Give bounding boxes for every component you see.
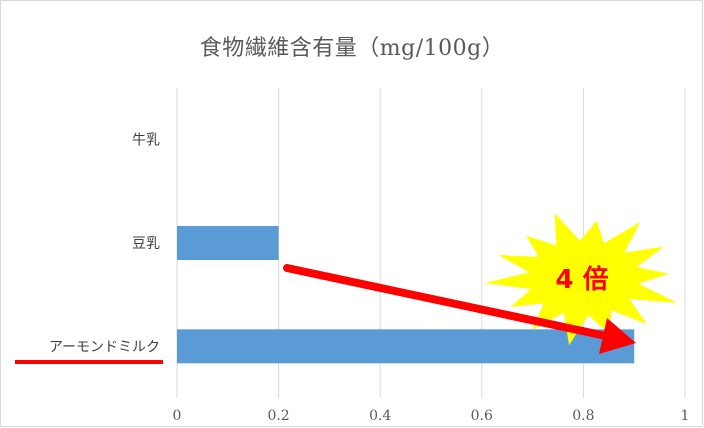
- x-tick-label: 1: [681, 408, 690, 424]
- category-label: 牛乳: [132, 133, 160, 149]
- x-tick-label: 0.8: [572, 408, 594, 424]
- bar: [177, 329, 635, 364]
- x-tick-label: 0.6: [471, 408, 493, 424]
- category-label: 豆乳: [132, 236, 160, 252]
- chart-title: 食物繊維含有量（mg/100g）: [199, 36, 505, 61]
- category-label: アーモンドミルク: [49, 339, 160, 355]
- x-tick-labels: 0 0.2 0.4 0.6 0.8 1: [173, 408, 690, 424]
- burst-label: 4 倍: [555, 264, 608, 295]
- x-tick-label: 0: [173, 408, 182, 424]
- red-arrow-head: [599, 318, 636, 354]
- bar: [177, 226, 279, 260]
- bars: [177, 226, 635, 364]
- red-arrow: [283, 264, 610, 340]
- annotations: 4 倍: [15, 213, 678, 364]
- x-tick-label: 0.4: [369, 408, 391, 424]
- burst-shape: [484, 213, 678, 346]
- x-tick-label: 0.2: [267, 408, 289, 424]
